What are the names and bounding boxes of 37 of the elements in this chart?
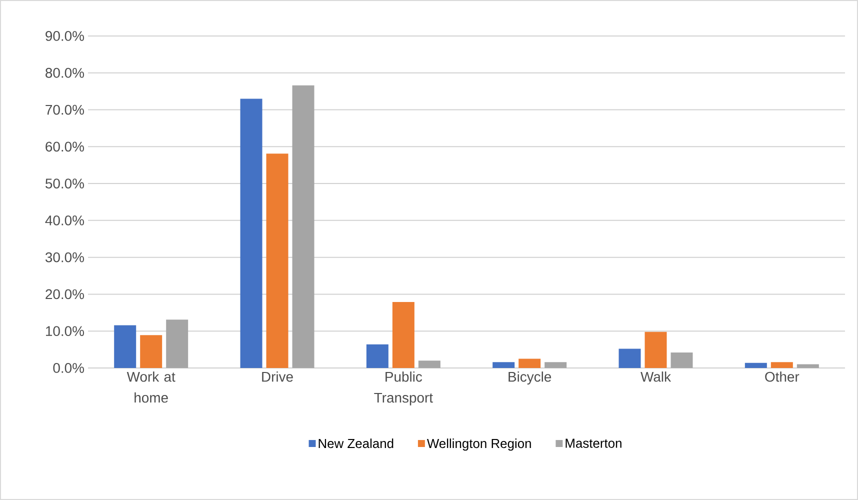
x-tick-label: Work at home xyxy=(126,372,176,403)
y-tick-label: 20.0% xyxy=(46,289,84,300)
bar xyxy=(644,332,667,368)
x-tick-label: Walk xyxy=(640,372,672,382)
legend-label: Masterton xyxy=(566,438,622,448)
x-tick-label: Public Transport xyxy=(374,372,433,406)
y-tick-label: 40.0% xyxy=(45,215,84,226)
y-tick-label: 30.0% xyxy=(45,252,84,262)
bar xyxy=(292,85,314,368)
x-tick-label: Drive xyxy=(262,372,293,382)
y-tick-label: 10.0% xyxy=(46,326,84,336)
bar xyxy=(166,320,188,368)
bar xyxy=(114,325,136,368)
y-tick-label: 90.0% xyxy=(46,31,84,41)
bar xyxy=(796,364,819,368)
bar xyxy=(492,362,515,368)
bar xyxy=(392,302,414,368)
bar xyxy=(240,98,262,368)
x-tick-label: Bicycle xyxy=(508,372,552,384)
y-tick-label: 60.0% xyxy=(46,142,84,152)
bar xyxy=(266,154,288,368)
bar xyxy=(544,362,567,368)
y-tick-label: 0.0% xyxy=(53,363,84,373)
bar xyxy=(366,344,388,368)
y-tick-label: 50.0% xyxy=(46,178,84,188)
bar xyxy=(770,362,793,368)
y-tick-label: 80.0% xyxy=(46,68,84,78)
bar xyxy=(140,335,162,368)
bar xyxy=(744,362,767,368)
legend-label: New Zealand xyxy=(318,438,394,448)
bar xyxy=(618,348,641,368)
bar xyxy=(670,352,693,368)
y-tick-label: 70.0% xyxy=(46,104,84,115)
legend-label: Wellington Region xyxy=(426,438,531,451)
bar xyxy=(518,358,541,368)
bar xyxy=(418,360,440,368)
x-tick-label: Other xyxy=(765,372,800,382)
